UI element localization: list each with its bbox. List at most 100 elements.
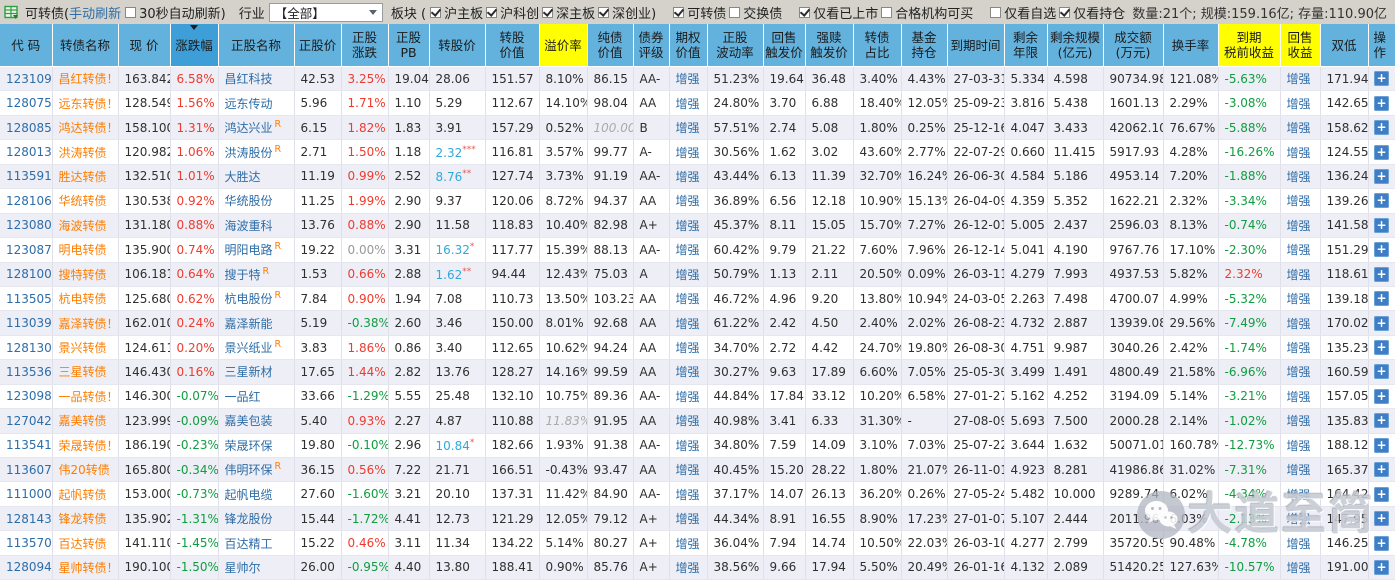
bond-name-link[interactable]: 杭电转债 xyxy=(58,292,107,307)
add-to-watchlist-button[interactable]: + xyxy=(1374,388,1389,404)
checkbox-box[interactable] xyxy=(990,6,1002,18)
manual-refresh-link[interactable]: 手动刷新 xyxy=(69,6,122,22)
filter-checkbox[interactable]: 合格机构可买 xyxy=(881,3,973,22)
add-to-watchlist-button[interactable]: + xyxy=(1374,413,1389,429)
option-value-link[interactable]: 增强 xyxy=(675,341,700,356)
column-header-rating[interactable]: 债券 评级 xyxy=(633,24,670,67)
option-value-link[interactable]: 增强 xyxy=(675,121,700,136)
bond-name-link[interactable]: 海波转债 xyxy=(58,218,107,233)
put-yield-link[interactable]: 增强 xyxy=(1286,365,1311,380)
column-header-volatility[interactable]: 正股 波动率 xyxy=(707,24,764,67)
column-header-option[interactable]: 期权 价值 xyxy=(669,24,708,67)
column-header-code[interactable]: 代 码 xyxy=(0,24,53,67)
bond-name-link[interactable]: 胜达转债 xyxy=(58,169,107,184)
put-yield-link[interactable]: 增强 xyxy=(1286,218,1311,233)
option-value-link[interactable]: 增强 xyxy=(675,365,700,380)
stock-name-link[interactable]: 嘉泽新能 xyxy=(224,316,273,331)
column-header-put_trigger[interactable]: 回售 触发价 xyxy=(763,24,806,67)
put-yield-link[interactable]: 增强 xyxy=(1286,169,1311,184)
stock-name-link[interactable]: 鸿达兴业 xyxy=(224,121,273,136)
option-value-link[interactable]: 增强 xyxy=(675,463,700,478)
column-header-premium[interactable]: 溢价率 xyxy=(539,24,588,67)
checkbox-box[interactable] xyxy=(430,6,442,18)
bond-name-link[interactable]: 明电转债 xyxy=(58,243,107,258)
add-to-watchlist-button[interactable]: + xyxy=(1374,95,1389,111)
put-yield-link[interactable]: 增强 xyxy=(1286,438,1311,453)
bond-name-link[interactable]: 昌红转债！ xyxy=(58,72,118,87)
option-value-link[interactable]: 增强 xyxy=(675,512,700,527)
bond-name-link[interactable]: 一品转债！ xyxy=(58,389,118,404)
option-value-link[interactable]: 增强 xyxy=(675,194,700,209)
put-yield-link[interactable]: 增强 xyxy=(1286,487,1311,502)
checkbox-box[interactable] xyxy=(1059,6,1071,18)
add-to-watchlist-button[interactable]: + xyxy=(1374,217,1389,233)
stock-name-link[interactable]: 三星新材 xyxy=(224,365,273,380)
filter-checkbox[interactable]: 仅看自选 xyxy=(990,3,1056,22)
stock-name-link[interactable]: 星帅尔 xyxy=(224,560,261,575)
add-to-watchlist-button[interactable]: + xyxy=(1374,168,1389,184)
column-header-name[interactable]: 转债名称 xyxy=(52,24,119,67)
bond-code-link[interactable]: 113505 xyxy=(6,291,52,306)
bond-code-link[interactable]: 128143 xyxy=(6,511,52,526)
add-to-watchlist-button[interactable]: + xyxy=(1374,437,1389,453)
column-header-call_trigger[interactable]: 强赎 触发价 xyxy=(805,24,854,67)
checkbox-box[interactable] xyxy=(729,6,741,18)
put-yield-link[interactable]: 增强 xyxy=(1286,267,1311,282)
put-yield-link[interactable]: 增强 xyxy=(1286,243,1311,258)
bond-code-link[interactable]: 113607 xyxy=(6,462,52,477)
add-to-watchlist-button[interactable]: + xyxy=(1374,120,1389,136)
bond-code-link[interactable]: 128100 xyxy=(6,267,52,282)
option-value-link[interactable]: 增强 xyxy=(675,560,700,575)
add-to-watchlist-button[interactable]: + xyxy=(1374,144,1389,160)
put-yield-link[interactable]: 增强 xyxy=(1286,560,1311,575)
filter-checkbox[interactable]: 仅看已上市 xyxy=(799,3,878,22)
bond-name-link[interactable]: 景兴转债 xyxy=(58,341,107,356)
column-header-stock_price[interactable]: 正股价 xyxy=(294,24,342,67)
bond-name-link[interactable]: 荣晟转债！ xyxy=(58,438,118,453)
checkbox-box[interactable] xyxy=(881,6,893,18)
stock-name-link[interactable]: 一品红 xyxy=(224,389,261,404)
bond-code-link[interactable]: 123080 xyxy=(6,218,52,233)
filter-checkbox[interactable]: 可转债 xyxy=(673,3,726,22)
column-header-bond_value[interactable]: 纯债 价值 xyxy=(587,24,634,67)
column-header-fund[interactable]: 基金 持仓 xyxy=(901,24,948,67)
add-to-watchlist-button[interactable]: + xyxy=(1374,486,1389,502)
column-header-conv_value[interactable]: 转股 价值 xyxy=(485,24,540,67)
bond-name-link[interactable]: 锋龙转债 xyxy=(58,512,107,527)
bond-name-link[interactable]: 洪涛转债 xyxy=(58,145,107,160)
option-value-link[interactable]: 增强 xyxy=(675,536,700,551)
bond-name-link[interactable]: 星帅转债！ xyxy=(58,560,118,575)
add-to-watchlist-button[interactable]: + xyxy=(1374,71,1389,87)
add-to-watchlist-button[interactable]: + xyxy=(1374,535,1389,551)
add-to-watchlist-button[interactable]: + xyxy=(1374,559,1389,575)
put-yield-link[interactable]: 增强 xyxy=(1286,536,1311,551)
stock-name-link[interactable]: 荣晟环保 xyxy=(224,438,273,453)
add-to-watchlist-button[interactable]: + xyxy=(1374,291,1389,307)
put-yield-link[interactable]: 增强 xyxy=(1286,96,1311,111)
checkbox-box[interactable] xyxy=(799,6,811,18)
industry-select[interactable]: 【全部】 xyxy=(268,2,383,22)
stock-name-link[interactable]: 远东传动 xyxy=(224,96,273,111)
put-yield-link[interactable]: 增强 xyxy=(1286,316,1311,331)
add-to-watchlist-button[interactable]: + xyxy=(1374,462,1389,478)
stock-name-link[interactable]: 明阳电路 xyxy=(224,243,273,258)
bond-code-link[interactable]: 128085 xyxy=(6,120,52,135)
column-header-ratio[interactable]: 转债 占比 xyxy=(853,24,902,67)
checkbox-box[interactable] xyxy=(542,6,554,18)
checkbox-box[interactable] xyxy=(486,6,498,18)
column-header-pb[interactable]: 正股 PB xyxy=(388,24,430,67)
option-value-link[interactable]: 增强 xyxy=(675,438,700,453)
stock-name-link[interactable]: 嘉美包装 xyxy=(224,414,273,429)
stock-name-link[interactable]: 伟明环保 xyxy=(224,463,273,478)
option-value-link[interactable]: 增强 xyxy=(675,96,700,111)
option-value-link[interactable]: 增强 xyxy=(675,316,700,331)
stock-name-link[interactable]: 华统股份 xyxy=(224,194,273,209)
bond-code-link[interactable]: 128130 xyxy=(6,340,52,355)
bond-name-link[interactable]: 嘉泽转债！ xyxy=(58,316,118,331)
column-header-turnover[interactable]: 成交额 (万元) xyxy=(1103,24,1164,67)
column-header-years[interactable]: 剩余 年限 xyxy=(1004,24,1048,67)
bond-code-link[interactable]: 128106 xyxy=(6,193,52,208)
bond-code-link[interactable]: 128075 xyxy=(6,96,52,111)
bond-name-link[interactable]: 百达转债 xyxy=(58,536,107,551)
bond-code-link[interactable]: 111000 xyxy=(6,487,52,502)
